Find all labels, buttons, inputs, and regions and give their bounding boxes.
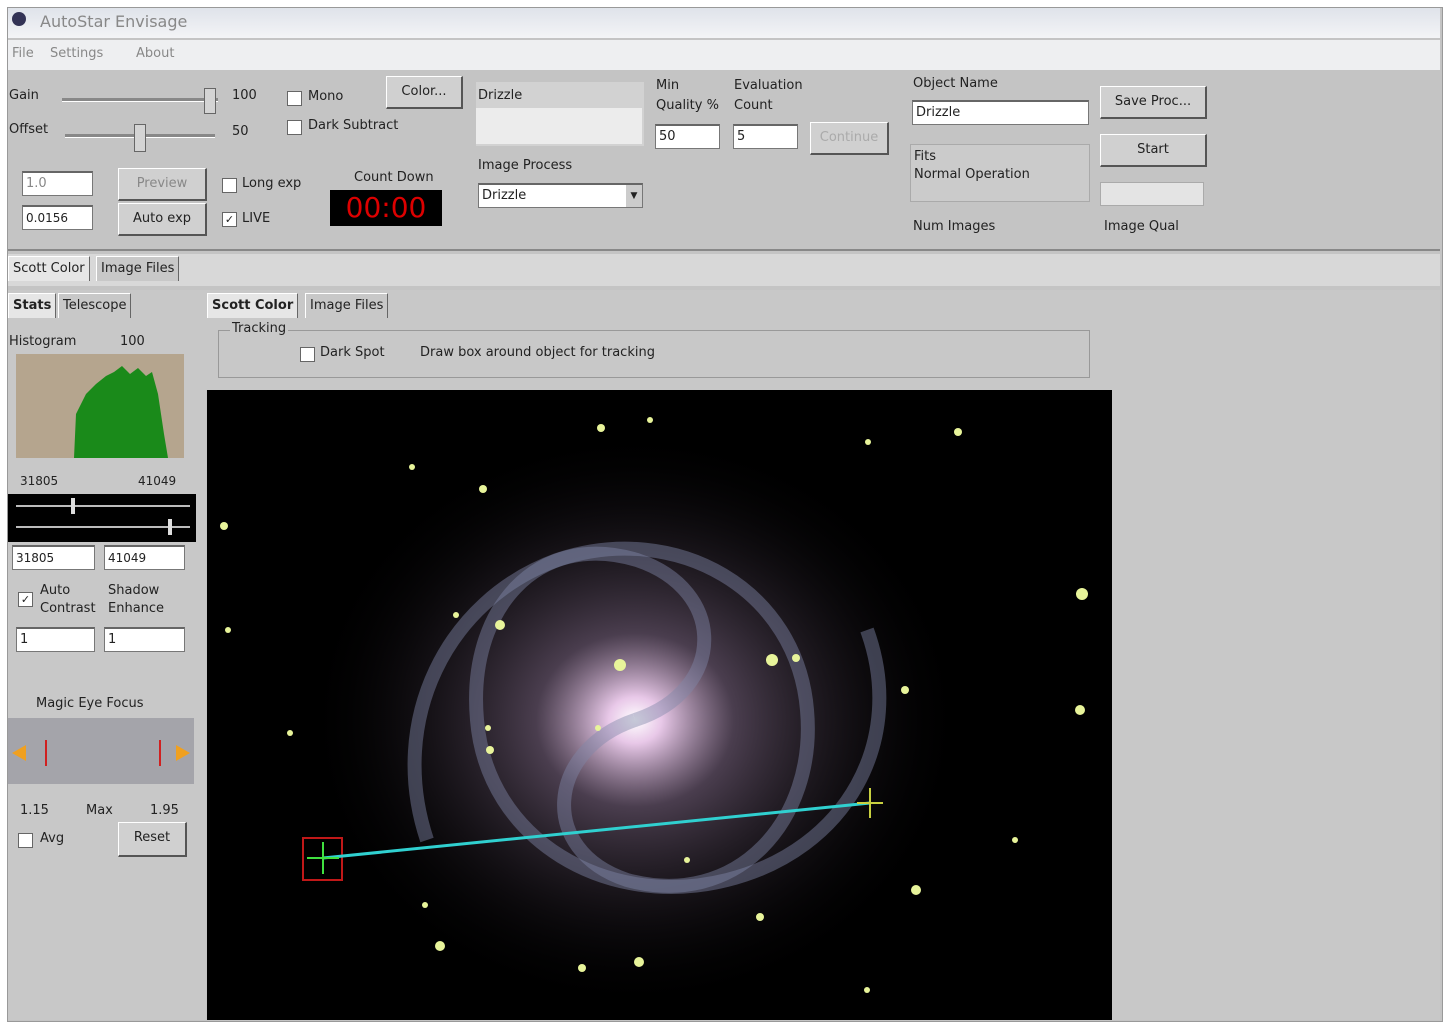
range-sliders bbox=[8, 494, 196, 542]
gain-label: Gain bbox=[9, 88, 39, 103]
image-qual-bar bbox=[1100, 182, 1204, 206]
exposure-input[interactable]: 1.0 bbox=[22, 171, 93, 196]
count-down-display: 00:00 bbox=[330, 190, 442, 226]
separator bbox=[8, 249, 1440, 251]
save-proc-button[interactable]: Save Proc... bbox=[1100, 86, 1207, 119]
count-down-label: Count Down bbox=[354, 170, 434, 185]
dark-spot-checkbox[interactable] bbox=[300, 347, 315, 362]
menu-item[interactable]: About bbox=[136, 46, 174, 61]
focus-bg bbox=[8, 718, 194, 784]
histogram-max: 100 bbox=[120, 334, 145, 349]
reset-button[interactable]: Reset bbox=[118, 822, 187, 857]
gain-thumb[interactable] bbox=[204, 88, 216, 114]
auto-exp-button[interactable]: Auto exp bbox=[118, 203, 207, 236]
drizzle-panel: Drizzle bbox=[476, 82, 644, 146]
mono-checkbox[interactable] bbox=[287, 91, 302, 106]
focus-max: 1.95 bbox=[150, 803, 179, 818]
evaluation-count-label: Evaluation Count bbox=[734, 76, 814, 116]
drizzle-label: Drizzle bbox=[478, 88, 522, 103]
app-icon bbox=[12, 12, 26, 26]
auto-contrast-checkbox[interactable]: ✓ bbox=[18, 592, 33, 607]
live-checkbox[interactable]: ✓ bbox=[222, 212, 237, 227]
live-label: LIVE bbox=[242, 211, 270, 226]
menu-item[interactable]: File bbox=[12, 46, 34, 61]
gain-slider[interactable] bbox=[62, 98, 218, 102]
outer-tab-bar: Scott Color Image Files bbox=[8, 254, 1440, 286]
min-quality-input[interactable]: 50 bbox=[655, 124, 720, 149]
camera-image bbox=[207, 390, 1112, 1020]
range-thumb[interactable] bbox=[168, 519, 172, 535]
shadow-input[interactable]: 1 bbox=[104, 627, 185, 652]
avg-label: Avg bbox=[40, 831, 64, 846]
status-panel: Fits Normal Operation bbox=[910, 144, 1090, 202]
title-bar: AutoStar Envisage bbox=[8, 8, 1440, 38]
tab[interactable]: Image Files bbox=[305, 293, 388, 318]
mono-label: Mono bbox=[308, 89, 343, 104]
high-input[interactable]: 41049 bbox=[104, 545, 185, 570]
empty-area bbox=[1112, 390, 1440, 1020]
page: AutoStar Envisage File Settings About Ga… bbox=[0, 0, 1450, 1023]
menu-bar: File Settings About bbox=[8, 40, 1440, 70]
num-images-label: Num Images bbox=[913, 219, 995, 234]
min-quality-label: Min Quality % bbox=[656, 76, 726, 116]
status-format: Fits bbox=[914, 149, 936, 164]
tracking-group-label: Tracking bbox=[230, 321, 288, 336]
range-low: 31805 bbox=[20, 474, 58, 488]
drizzle-box bbox=[476, 108, 642, 144]
dark-subtract-checkbox[interactable] bbox=[287, 120, 302, 135]
low-input[interactable]: 31805 bbox=[12, 545, 95, 570]
avg-checkbox[interactable] bbox=[18, 833, 33, 848]
histogram bbox=[16, 354, 184, 458]
status-mode: Normal Operation bbox=[914, 167, 1030, 182]
gain-value: 100 bbox=[232, 88, 257, 103]
offset-label: Offset bbox=[9, 122, 48, 137]
auto-contrast-label: Auto Contrast bbox=[40, 582, 102, 618]
range-thumb[interactable] bbox=[71, 498, 75, 514]
image-process-value: Drizzle bbox=[482, 188, 526, 203]
focus-min: 1.15 bbox=[20, 803, 49, 818]
range-slider-bg bbox=[8, 494, 196, 542]
image-process-select[interactable]: Drizzle ▼ bbox=[478, 183, 643, 208]
shadow-enhance-label: Shadow Enhance bbox=[108, 582, 178, 618]
tab[interactable]: Image Files bbox=[96, 256, 179, 281]
magic-eye-focus bbox=[8, 718, 194, 784]
focus-max-label: Max bbox=[86, 803, 113, 818]
image-qual-label: Image Qual bbox=[1104, 219, 1179, 234]
object-name-label: Object Name bbox=[913, 76, 998, 91]
tab[interactable]: Stats bbox=[8, 293, 56, 318]
start-button[interactable]: Start bbox=[1100, 134, 1207, 167]
long-exp-checkbox[interactable] bbox=[222, 178, 237, 193]
offset-thumb[interactable] bbox=[134, 124, 146, 152]
image-process-label: Image Process bbox=[478, 158, 572, 173]
tab[interactable]: Scott Color bbox=[8, 256, 90, 281]
offset-value: 50 bbox=[232, 124, 249, 139]
continue-button[interactable]: Continue bbox=[810, 122, 889, 155]
exposure-step-input[interactable]: 0.0156 bbox=[22, 205, 93, 230]
tab[interactable]: Telescope bbox=[58, 293, 131, 318]
tab[interactable]: Scott Color bbox=[207, 293, 298, 318]
evaluation-count-input[interactable]: 5 bbox=[733, 124, 798, 149]
histogram-label: Histogram bbox=[9, 334, 76, 349]
range-high: 41049 bbox=[138, 474, 176, 488]
menu-item[interactable]: Settings bbox=[50, 46, 103, 61]
contrast-input[interactable]: 1 bbox=[16, 627, 95, 652]
color-button[interactable]: Color... bbox=[386, 76, 463, 109]
dark-spot-label: Dark Spot bbox=[320, 345, 385, 360]
preview-button[interactable]: Preview bbox=[118, 168, 207, 201]
magic-eye-label: Magic Eye Focus bbox=[36, 696, 144, 711]
long-exp-label: Long exp bbox=[242, 176, 301, 191]
dropdown-arrow[interactable]: ▼ bbox=[626, 185, 642, 207]
window-title: AutoStar Envisage bbox=[40, 12, 187, 31]
dark-subtract-label: Dark Subtract bbox=[308, 118, 398, 133]
tracking-hint: Draw box around object for tracking bbox=[420, 345, 655, 360]
object-name-input[interactable]: Drizzle bbox=[912, 100, 1089, 125]
